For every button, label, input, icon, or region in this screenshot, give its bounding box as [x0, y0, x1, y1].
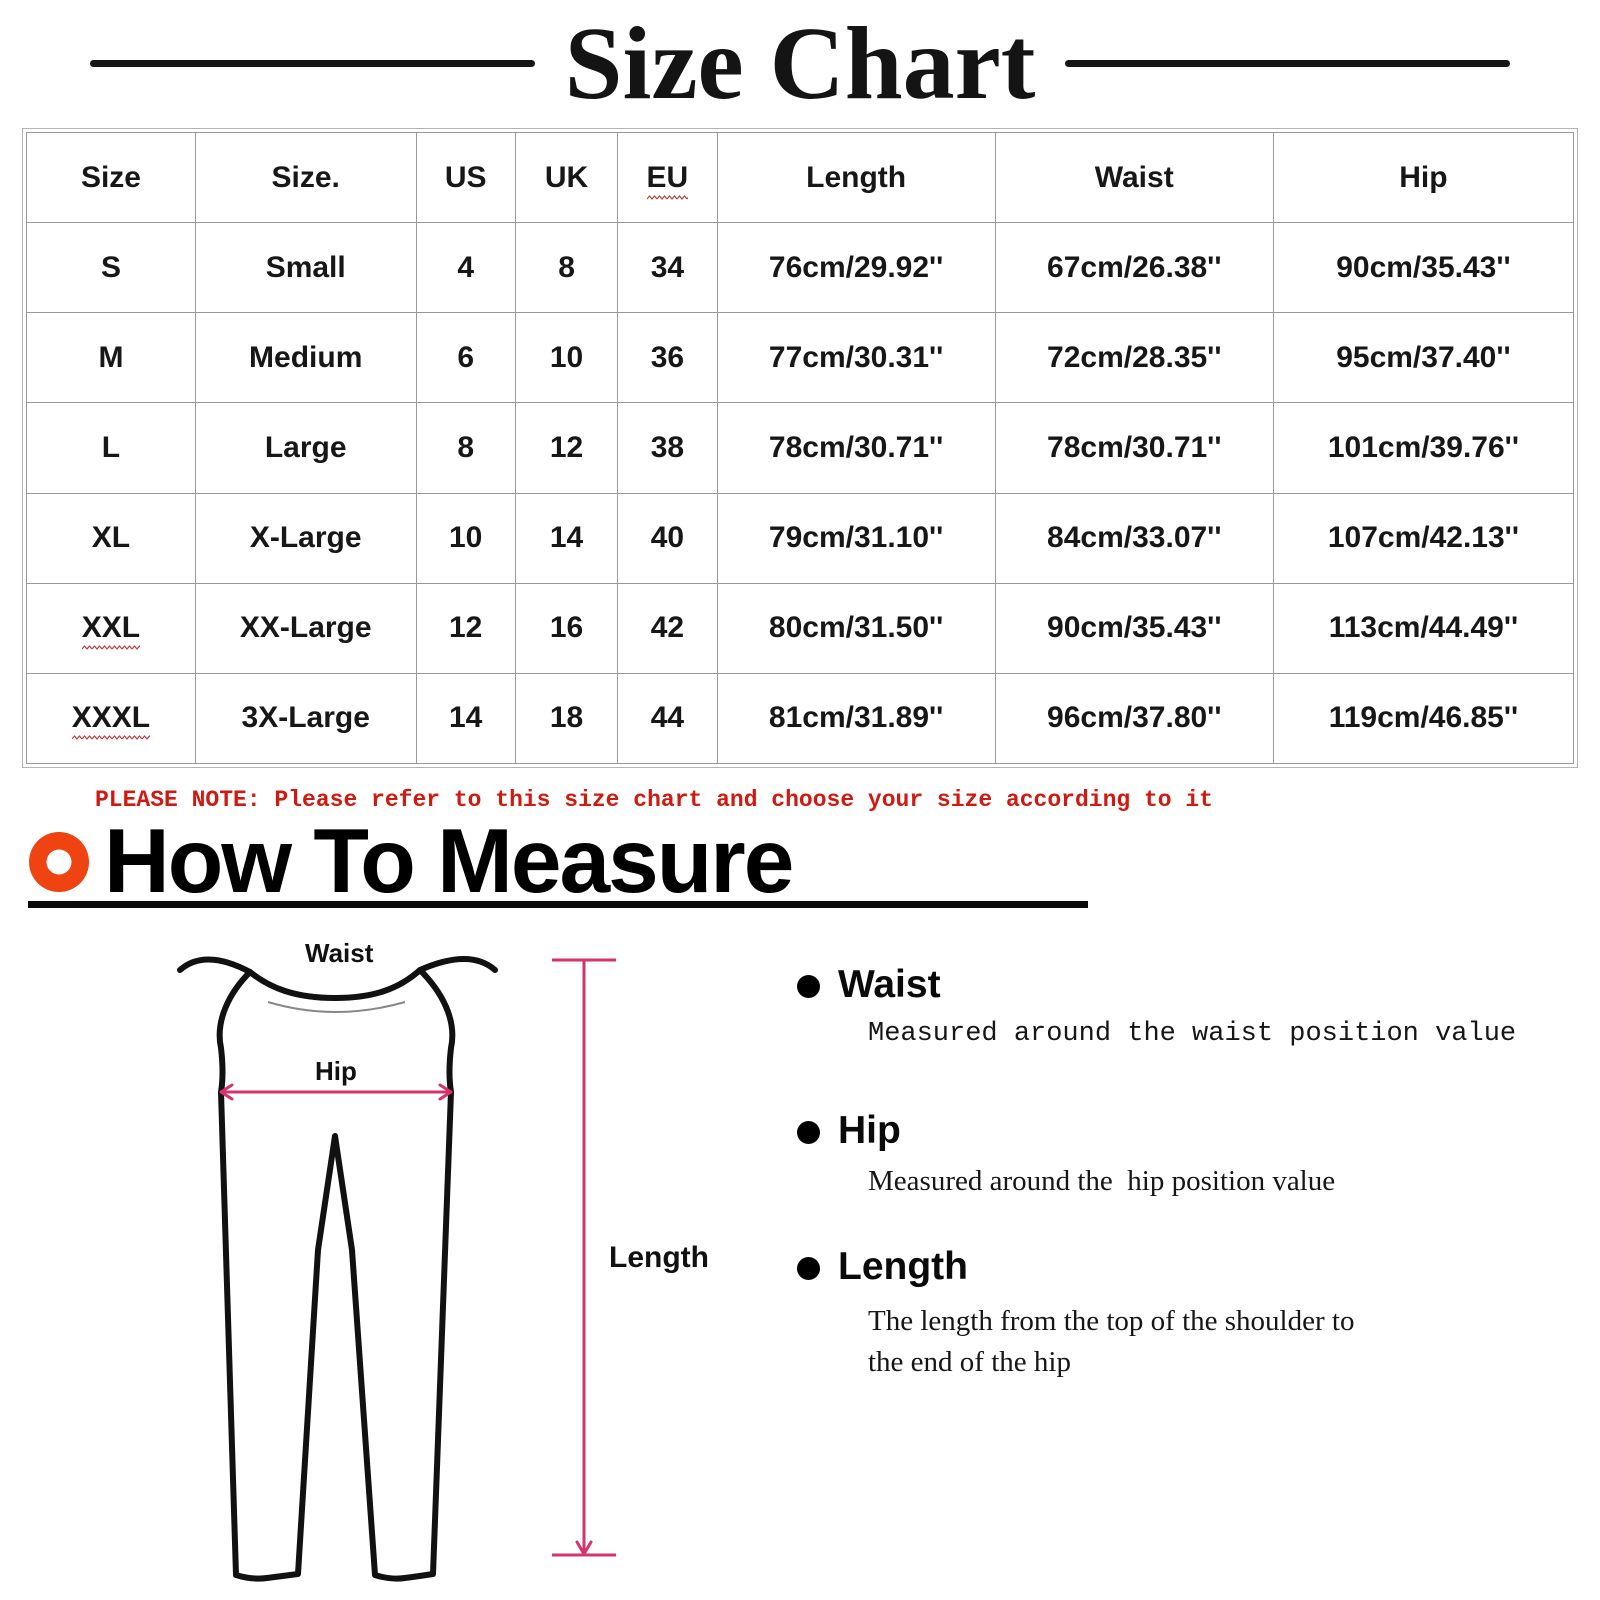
svg-text:Waist: Waist [305, 938, 374, 968]
svg-text:Length: Length [609, 1241, 709, 1274]
svg-text:Hip: Hip [315, 1056, 357, 1086]
